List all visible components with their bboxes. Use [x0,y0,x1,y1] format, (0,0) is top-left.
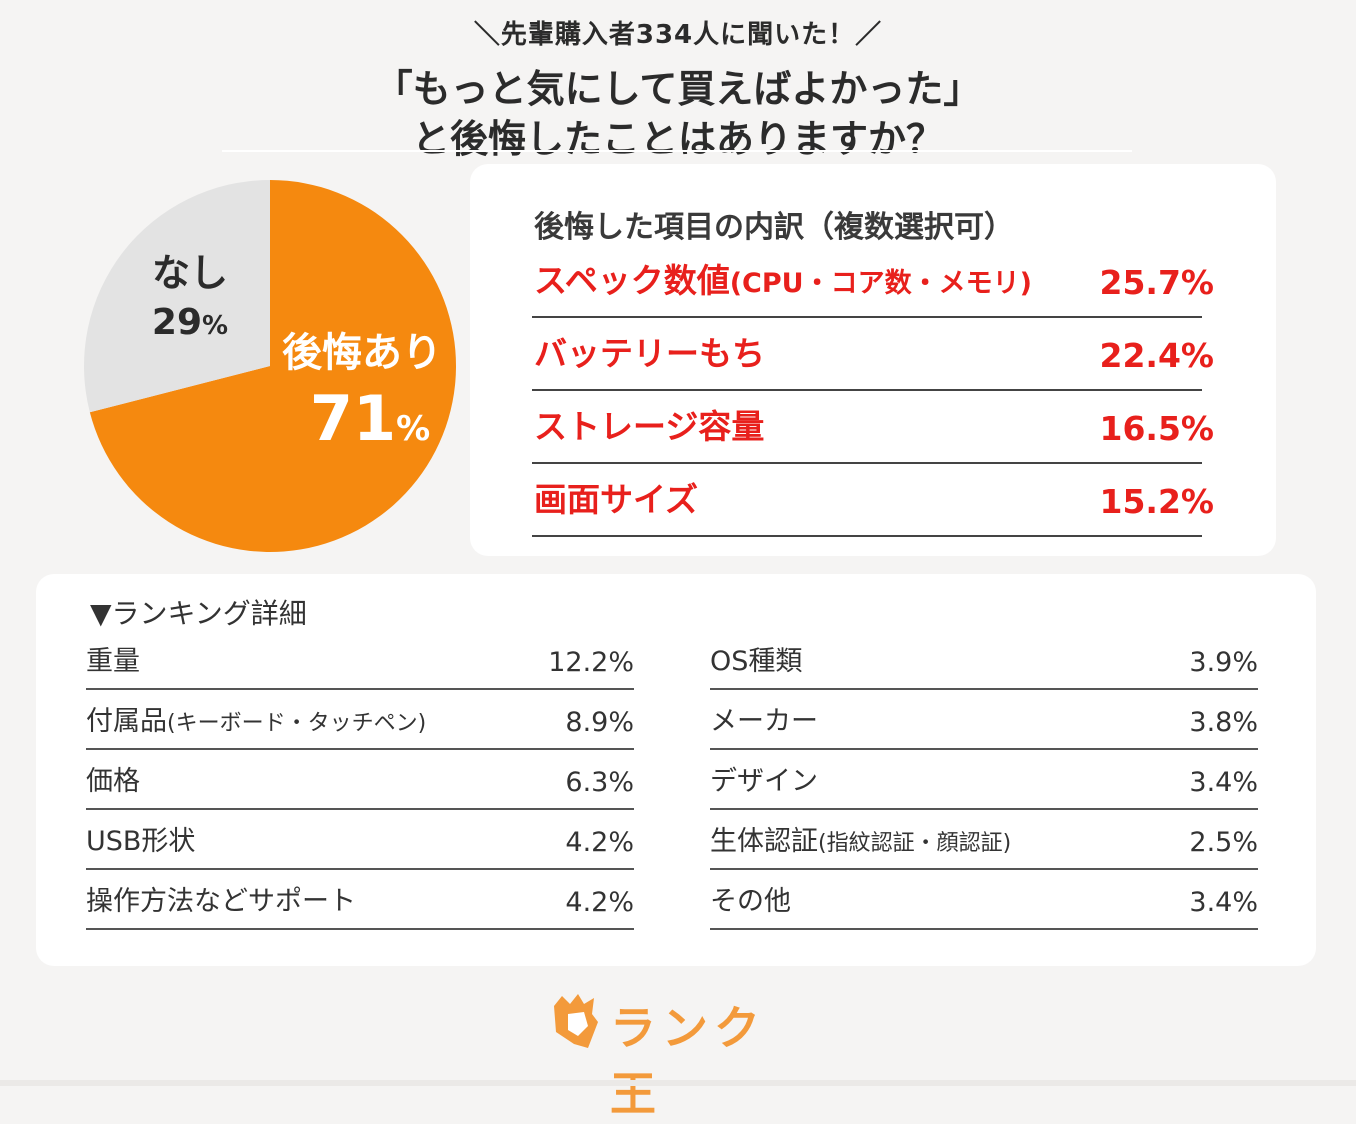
brand-logo: ランク王 [548,992,808,1121]
ranking-row-value: 8.9% [565,707,634,738]
ranking-row: メーカー 3.8% [710,688,1258,750]
ranking-row-label: OS種類 [710,646,803,677]
pie-slice-1 [83,180,270,413]
ranking-row-label: デザイン [710,766,818,797]
ranking-row-value: 3.4% [1189,767,1258,798]
ranking-row-value: 3.8% [1189,707,1258,738]
ranking-row: OS種類 3.9% [710,628,1258,690]
brand-name: ランク王 [610,1001,766,1121]
breakdown-row: 画面サイズ 15.2% [532,463,1214,537]
pie-slice-0 [89,180,456,552]
ranking-row-value: 12.2% [548,647,634,678]
page-title-line2: と後悔したことはありますか？ [411,117,944,161]
ranking-row-value: 3.9% [1189,647,1258,678]
ranking-row-label: メーカー [710,706,818,737]
pie-label-main: 後悔あり [282,330,442,376]
ranking-heading: ▼ランキング詳細 [90,597,307,630]
regret-pie-chart: 後悔あり 71% なし 29% [83,180,456,552]
ranking-row-value: 4.2% [565,887,634,918]
breakdown-row-label: バッテリーもち [534,334,765,373]
bottom-strip [0,1080,1356,1086]
breakdown-heading: 後悔した項目の内訳（複数選択可） [534,210,1014,245]
ranking-row-label: 価格 [86,766,140,797]
ranking-row-label: 生体認証(指紋認証・顔認証) [710,826,1012,857]
breakdown-row: バッテリーもち 22.4% [532,317,1214,391]
crown-shield-icon [554,994,598,1048]
breakdown-row-value: 16.5% [1099,409,1215,448]
ranking-row: 価格 6.3% [86,748,634,810]
ranking-row: 重量 12.2% [86,628,634,690]
ranking-row: デザイン 3.4% [710,748,1258,810]
breakdown-row-value: 15.2% [1099,482,1215,521]
ranking-row-value: 3.4% [1189,887,1258,918]
breakdown-row-label: ストレージ容量 [534,407,765,446]
survey-subtitle: ＼先輩購入者334人に聞いた！／ [473,20,883,50]
breakdown-row: ストレージ容量 16.5% [532,390,1214,464]
pie-label-other: なし [152,251,228,295]
title-divider [222,150,1132,152]
ranking-row-value: 6.3% [565,767,634,798]
pie-value-other: 29% [152,302,228,343]
breakdown-row-value: 22.4% [1099,336,1215,375]
breakdown-row-label: 画面サイズ [534,480,699,519]
breakdown-card: 後悔した項目の内訳（複数選択可） スペック数値(CPU・コア数・メモリ) 25.7… [470,164,1276,556]
pie-value-main: 71% [310,382,430,455]
ranking-row: 操作方法などサポート 4.2% [86,868,634,930]
ranking-row-label: USB形状 [86,826,196,857]
breakdown-row: スペック数値(CPU・コア数・メモリ) 25.7% [532,244,1214,318]
breakdown-row-label: スペック数値(CPU・コア数・メモリ) [534,261,1032,300]
ranking-row-label: 重量 [86,646,140,677]
breakdown-row-value: 25.7% [1099,263,1215,302]
ranking-row-value: 4.2% [565,827,634,858]
ranking-row: その他 3.4% [710,868,1258,930]
ranking-row: 生体認証(指紋認証・顔認証) 2.5% [710,808,1258,870]
ranking-card: ▼ランキング詳細 重量 12.2% 付属品(キーボード・タッチペン) 8.9% 価格 6.… [36,574,1316,966]
ranking-row: 付属品(キーボード・タッチペン) 8.9% [86,688,634,750]
ranking-row-value: 2.5% [1189,827,1258,858]
page-title-line1: 「もっと気にして買えばよかった」 [374,67,982,111]
ranking-row: USB形状 4.2% [86,808,634,870]
ranking-row-label: 操作方法などサポート [86,886,356,917]
ranking-row-label: その他 [710,886,791,917]
ranking-row-label: 付属品(キーボード・タッチペン) [86,706,427,737]
